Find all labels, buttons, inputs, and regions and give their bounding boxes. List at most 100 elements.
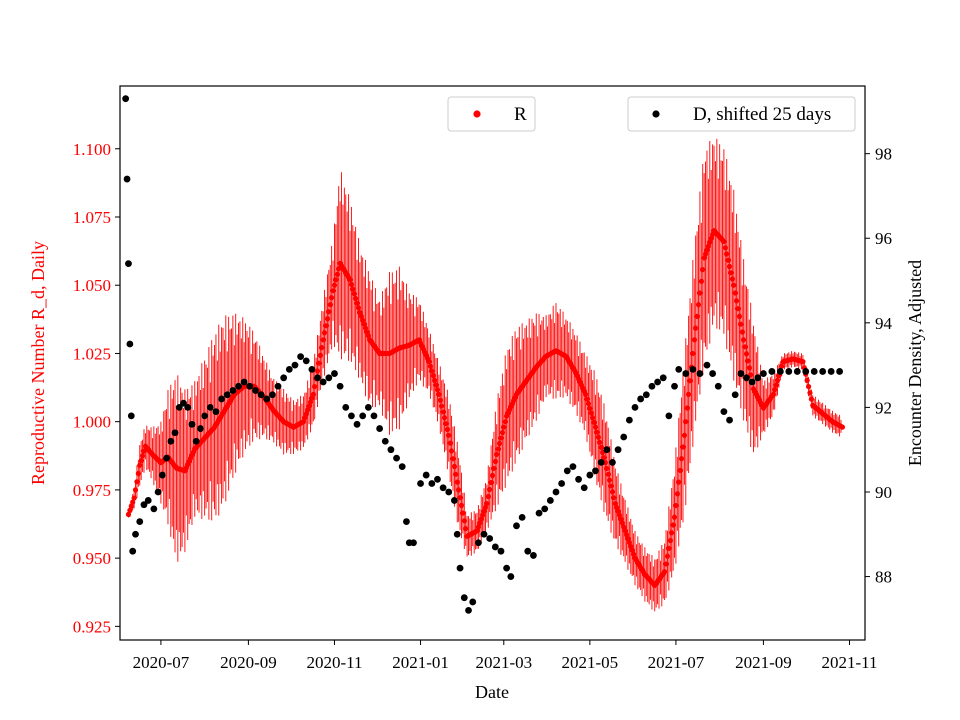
r-point-2021-07-08: [683, 419, 689, 425]
d-point-2021-07-23: [703, 361, 711, 369]
r-point-2020-10-14: [306, 403, 312, 409]
d-point-2020-06-11: [129, 547, 137, 555]
d-point-2020-07-02: [158, 471, 166, 479]
r-point-2021-05-28: [625, 536, 631, 542]
r-point-2021-02-11: [475, 524, 481, 530]
d-point-2020-06-29: [154, 488, 162, 496]
r-point-2021-03-02: [502, 419, 508, 425]
x-axis-title: Date: [475, 682, 509, 702]
r-point-2020-10-22: [317, 352, 323, 358]
r-point-2021-08-16: [738, 321, 744, 327]
r-point-2021-01-23: [448, 448, 455, 454]
d-point-2021-04-19: [569, 463, 577, 471]
r-point-2020-11-14: [350, 286, 356, 292]
d-point-2021-09-07: [768, 368, 776, 375]
r-point-2021-07-25: [707, 239, 713, 245]
d-point-2021-07-31: [714, 382, 722, 390]
r-point-2020-06-14: [134, 479, 140, 485]
d-point-2020-09-26: [280, 374, 288, 382]
d-point-2021-02-04: [465, 606, 472, 614]
d-point-2020-06-19: [140, 501, 148, 509]
d-point-2020-10-28: [325, 374, 333, 382]
d-point-2020-07-17: [180, 399, 187, 407]
r-point-2021-10-27: [839, 424, 846, 430]
r-point-2021-07-15: [693, 325, 699, 331]
d-point-2021-01-29: [456, 564, 464, 572]
legend-d: D, shifted 25 days: [627, 96, 856, 132]
r-point-2021-02-13: [478, 516, 484, 522]
d-point-2021-01-01: [417, 480, 424, 487]
d-point-2021-08-08: [726, 416, 733, 424]
r-point-2021-05-07: [595, 434, 601, 440]
r-point-2021-07-10: [686, 391, 692, 397]
r-point-2021-06-01: [630, 551, 637, 557]
r-point-2020-11-12: [347, 277, 353, 283]
r-point-2021-02-19: [487, 486, 493, 493]
r-point-2021-02-16: [482, 504, 489, 511]
r-point-2021-02-23: [492, 458, 498, 465]
d-point-2021-08-04: [720, 408, 728, 416]
d-point-2020-11-01: [331, 370, 338, 377]
d-point-2021-07-18: [696, 370, 704, 377]
d-point-2020-09-06: [252, 387, 259, 394]
r-point-2020-11-01: [331, 282, 338, 288]
d-point-2020-09-30: [285, 365, 293, 373]
d-point-2020-06-10: [127, 412, 135, 420]
d-point-2020-08-21: [229, 387, 237, 394]
r-point-2021-05-22: [616, 512, 623, 518]
r-point-2021-01-13: [434, 387, 441, 393]
d-point-2020-06-07: [123, 175, 131, 183]
d-point-2020-07-23: [188, 420, 196, 428]
r-point-2021-08-09: [728, 270, 734, 276]
r-point-2021-08-05: [722, 245, 728, 251]
r-point-2021-08-21: [745, 358, 751, 364]
r-point-2020-10-31: [330, 288, 336, 294]
r-point-2021-05-31: [629, 547, 635, 553]
r-point-2021-02-15: [481, 508, 487, 514]
d-point-2021-03-26: [535, 509, 543, 517]
d-point-2020-07-20: [184, 404, 192, 411]
r-point-2020-06-08: [125, 511, 132, 518]
r-error-bars: [128, 138, 842, 612]
r-point-2021-06-23: [662, 569, 668, 575]
d-point-2020-09-14: [263, 395, 271, 403]
r-point-2021-05-03: [590, 415, 596, 421]
d-point-2020-12-15: [393, 454, 400, 462]
r-point-2021-02-28: [499, 429, 505, 436]
r-point-2020-06-15: [135, 470, 141, 477]
x-tick-label-2021-07: 2021-07: [648, 653, 705, 672]
d-point-2020-07-29: [197, 425, 204, 432]
r-point-2020-11-15: [351, 291, 357, 297]
d-point-2021-10-19: [827, 368, 835, 375]
r-point-2021-01-09: [429, 368, 435, 374]
d-point-2021-04-23: [575, 475, 582, 483]
r-point-2021-07-21: [701, 255, 707, 261]
r-point-2021-07-11: [687, 378, 693, 384]
r-point-2021-07-03: [676, 479, 682, 485]
r-point-2020-06-16: [137, 462, 143, 468]
d-point-2021-08-20: [743, 374, 750, 382]
r-point-2020-10-29: [327, 302, 333, 308]
r-point-2021-01-11: [432, 377, 438, 383]
d-point-2020-09-02: [246, 382, 254, 390]
d-point-2021-01-25: [451, 497, 458, 504]
d-point-2021-06-02: [631, 404, 639, 411]
d-point-2020-10-16: [308, 365, 316, 373]
d-point-2021-10-13: [819, 368, 827, 375]
r-point-2021-09-09: [772, 387, 778, 393]
r-point-2021-04-28: [583, 391, 589, 397]
r-point-2021-08-14: [735, 306, 741, 312]
r-point-2021-10-02: [804, 377, 810, 383]
r-point-2021-05-11: [601, 454, 607, 461]
y-axis-left-title: Reproductive Number R_d, Daily: [28, 241, 48, 485]
r-point-2020-10-23: [319, 345, 325, 351]
r-point-2020-11-17: [354, 300, 360, 306]
r-point-2021-06-28: [669, 530, 675, 536]
d-point-2021-03-18: [524, 547, 532, 555]
r-point-2020-11-13: [348, 281, 355, 288]
left-tick-label-0.975: 0.975: [73, 481, 111, 500]
r-point-2021-08-12: [732, 290, 738, 296]
d-point-2021-09-13: [776, 368, 784, 375]
r-point-2020-10-16: [309, 395, 315, 401]
r-point-2021-02-26: [496, 440, 503, 447]
